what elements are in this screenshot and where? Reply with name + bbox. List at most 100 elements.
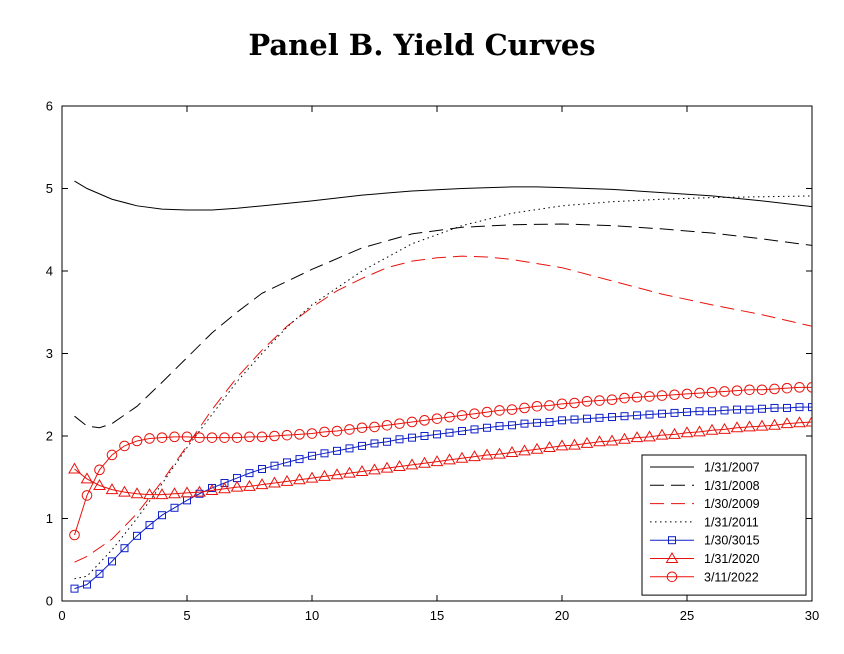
data-point [505, 446, 519, 457]
data-point [294, 429, 305, 440]
y-axis: 0 1 2 3 4 5 6 [46, 99, 812, 609]
data-point [156, 432, 168, 443]
data-point [669, 389, 680, 401]
data-point [530, 442, 544, 454]
series-line-1-31-2008 [74, 223, 812, 429]
y-tick-label: 6 [46, 99, 53, 114]
data-point [705, 423, 719, 435]
data-point [743, 420, 756, 432]
legend-entry-3-11-2022: 3/11/2022 [650, 570, 759, 584]
data-point [545, 417, 554, 426]
data-point [593, 435, 606, 447]
data-point [130, 487, 144, 499]
data-point [655, 428, 669, 440]
series-line-1-31-2007 [74, 180, 812, 211]
x-tick-label: 15 [430, 608, 444, 623]
data-point [145, 521, 154, 530]
data-point [144, 433, 155, 444]
data-point [158, 511, 166, 520]
data-point [643, 430, 656, 442]
data-point [493, 447, 506, 459]
data-point [758, 404, 766, 413]
data-point [695, 407, 704, 416]
data-point [133, 531, 141, 540]
data-point [318, 469, 331, 481]
data-point [168, 487, 181, 499]
data-point [393, 460, 406, 472]
data-point [806, 382, 812, 393]
data-point [558, 416, 566, 425]
data-point [543, 441, 556, 453]
data-point [644, 391, 655, 402]
data-point [633, 411, 641, 420]
data-point [383, 437, 391, 446]
data-point [244, 431, 255, 443]
data-point [769, 383, 780, 395]
data-point [258, 465, 266, 473]
data-point [631, 391, 643, 403]
data-point [444, 411, 455, 423]
data-point [355, 464, 369, 476]
x-tick-label: 20 [555, 608, 569, 623]
data-point [656, 390, 668, 401]
data-point [708, 407, 716, 416]
data-point [793, 416, 806, 428]
data-point [118, 485, 131, 497]
legend-entry-1-31-2020: 1/31/2020 [650, 552, 760, 566]
series-line-3-11-2022 [74, 386, 812, 536]
data-point [331, 425, 343, 437]
data-point [344, 424, 355, 435]
data-point [645, 410, 654, 419]
series-1-31-2020 [68, 415, 812, 500]
data-point [280, 474, 294, 486]
data-point [480, 448, 494, 460]
data-point [494, 405, 505, 416]
data-point [794, 382, 805, 393]
x-tick-label: 0 [58, 608, 65, 623]
data-point [293, 473, 306, 485]
legend-label: 1/30/3015 [704, 534, 760, 548]
data-point [143, 488, 156, 500]
x-tick-label: 5 [183, 608, 190, 623]
data-point [68, 462, 81, 474]
data-point [194, 432, 205, 443]
data-point [581, 396, 593, 407]
legend-entry-1-30-2009: 1/30/2009 [650, 497, 760, 511]
x-tick-label: 25 [680, 608, 694, 623]
series-1-31-2007 [74, 180, 812, 211]
data-point [445, 428, 454, 437]
data-point [770, 403, 779, 412]
series-line-1-30-2009 [74, 255, 812, 563]
data-point [394, 418, 405, 429]
data-point [181, 431, 193, 443]
data-point [520, 419, 529, 428]
data-point [805, 415, 812, 427]
data-point [405, 458, 419, 470]
data-point [419, 415, 430, 426]
data-point [430, 455, 444, 467]
data-point [443, 453, 456, 465]
data-point [620, 412, 629, 421]
data-point [218, 482, 231, 494]
series-line-1-31-2020 [74, 421, 812, 496]
data-point [93, 479, 106, 490]
data-point [330, 468, 344, 480]
y-tick-label: 0 [46, 594, 53, 609]
data-point [408, 433, 416, 442]
legend-marker [668, 536, 676, 545]
data-point [755, 419, 769, 431]
data-point [269, 430, 280, 442]
data-point [108, 557, 116, 566]
data-point [219, 432, 230, 443]
data-point [343, 466, 356, 478]
data-point [319, 426, 330, 438]
y-tick-label: 4 [46, 264, 53, 279]
legend-marker [665, 552, 679, 563]
data-point [268, 476, 281, 488]
series-1-30-2009 [74, 255, 812, 563]
data-point [606, 394, 618, 406]
data-point [658, 409, 666, 418]
data-point [406, 416, 418, 428]
data-point [195, 489, 204, 498]
